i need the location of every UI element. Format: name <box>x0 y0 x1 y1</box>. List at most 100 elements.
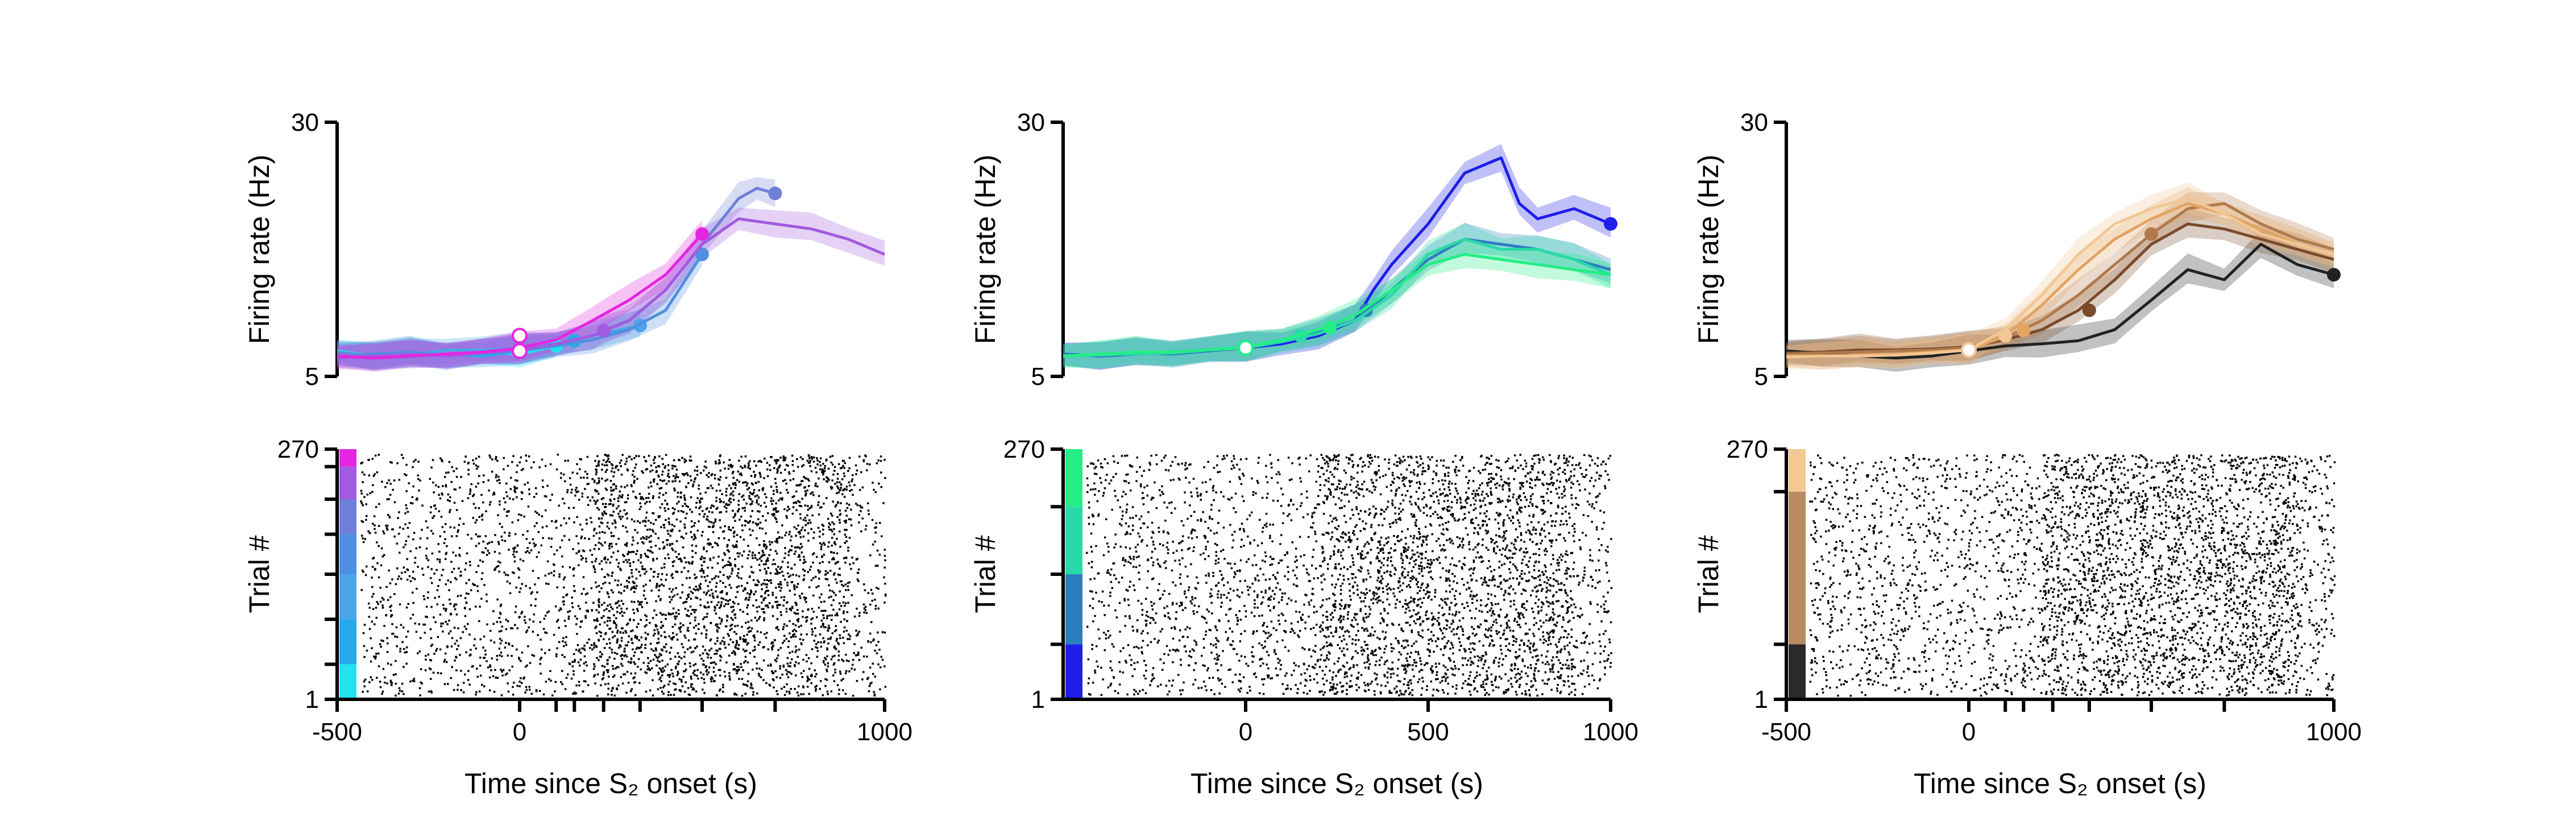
spike <box>824 678 827 681</box>
spike <box>595 625 598 628</box>
spike <box>823 600 826 603</box>
spike <box>395 694 397 697</box>
spike <box>476 675 479 678</box>
spike <box>511 654 513 657</box>
spike <box>642 662 645 664</box>
spike <box>574 658 576 661</box>
spike <box>707 566 710 569</box>
spike <box>839 580 842 583</box>
spike <box>1114 490 1116 492</box>
spike <box>532 538 534 541</box>
spike <box>726 564 728 566</box>
spike <box>613 519 616 522</box>
spike <box>728 459 731 461</box>
spike <box>747 521 749 524</box>
spike <box>768 602 771 604</box>
spike <box>578 550 580 553</box>
spike <box>362 691 364 693</box>
spike <box>443 530 446 533</box>
spike <box>483 584 486 586</box>
spike <box>368 607 371 609</box>
spike <box>469 564 471 566</box>
spike <box>533 542 535 545</box>
spike <box>362 537 364 540</box>
spike <box>455 640 458 642</box>
spike <box>724 586 727 588</box>
spike <box>446 623 449 625</box>
spike <box>433 616 435 619</box>
spike <box>760 676 762 678</box>
spike <box>494 534 496 536</box>
spike <box>626 530 628 533</box>
spike <box>852 474 854 476</box>
spike <box>1557 457 1559 459</box>
spike <box>880 459 882 462</box>
spike <box>624 513 627 516</box>
spike <box>431 582 433 584</box>
spike <box>657 515 660 517</box>
spike <box>746 661 749 663</box>
spike <box>616 641 619 644</box>
spike <box>562 566 564 568</box>
spike <box>710 638 712 641</box>
spike <box>1519 525 1521 528</box>
spike <box>1493 569 1496 571</box>
spike <box>608 503 611 505</box>
spike <box>403 546 405 549</box>
spike <box>434 508 437 510</box>
spike <box>844 521 847 524</box>
spike <box>817 526 820 529</box>
spike <box>632 490 634 493</box>
spike <box>635 497 637 499</box>
spike <box>492 675 495 678</box>
spike <box>1512 640 1515 642</box>
spike <box>837 654 840 657</box>
spike <box>402 528 404 530</box>
spike <box>1192 683 1194 686</box>
spike <box>1193 511 1196 513</box>
spike <box>637 542 639 545</box>
spike <box>405 504 407 507</box>
raster-x-tick-label: -500 <box>312 718 362 746</box>
spike <box>1537 606 1540 608</box>
spike <box>736 534 739 536</box>
spike <box>1367 542 1370 545</box>
spike <box>827 638 829 640</box>
spike <box>1463 583 1465 586</box>
spike <box>607 521 609 524</box>
spike <box>389 679 392 682</box>
spike <box>752 691 754 694</box>
spike <box>612 675 615 678</box>
spike <box>1541 483 1544 485</box>
spike <box>749 460 751 462</box>
spike <box>530 466 533 469</box>
spike <box>455 613 458 616</box>
spike <box>833 574 835 576</box>
spike <box>847 638 849 640</box>
spike <box>694 535 696 538</box>
spike <box>1449 541 1452 544</box>
spike <box>636 550 638 552</box>
spike <box>827 642 829 645</box>
spike <box>448 589 450 591</box>
spike <box>706 669 708 671</box>
spike <box>404 473 406 475</box>
spike <box>605 468 608 471</box>
spike <box>841 658 843 661</box>
spike <box>795 534 797 537</box>
spike <box>843 475 846 478</box>
spike <box>725 599 727 602</box>
spike <box>824 465 826 467</box>
spike <box>844 529 846 531</box>
spike <box>1552 664 1554 666</box>
spike <box>378 525 380 527</box>
spike <box>522 559 525 562</box>
spike <box>598 460 600 462</box>
spike <box>746 482 749 484</box>
spike <box>791 607 794 609</box>
spike <box>623 555 625 557</box>
spike <box>845 589 847 591</box>
spike <box>498 617 500 619</box>
spike <box>660 634 662 637</box>
spike <box>851 594 853 596</box>
